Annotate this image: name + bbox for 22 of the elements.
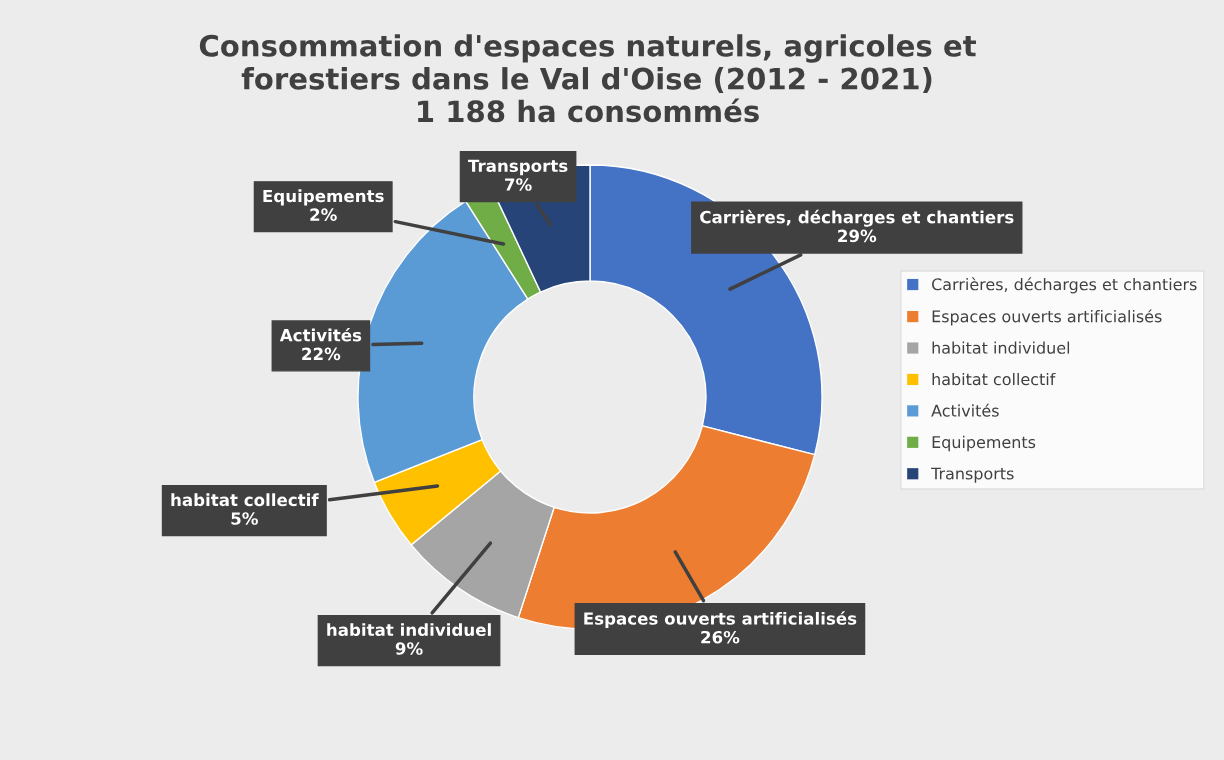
slice-label: Equipements xyxy=(263,189,384,206)
slice-label: habitat collectif xyxy=(171,493,319,507)
legend-label: Espaces ouverts artificialisés xyxy=(932,309,1162,326)
slice-label: Carrières, décharges et chantiers xyxy=(700,209,1014,227)
legend-label: habitat collectif xyxy=(932,372,1056,386)
data-label: 9% xyxy=(395,642,423,655)
slice-label: Transports xyxy=(468,159,568,176)
legend-label: Equipements xyxy=(932,435,1036,452)
slice-label: Espaces ouverts artificialisés xyxy=(584,611,857,629)
slice-label: habitat individuel xyxy=(327,623,491,637)
data-label: 5% xyxy=(231,512,258,525)
data-label: 29% xyxy=(838,229,877,243)
legend-label: Transports xyxy=(931,467,1014,483)
data-label: 26% xyxy=(701,630,740,644)
data-label: 2% xyxy=(310,208,337,221)
data-label: 22% xyxy=(302,347,341,361)
chart-title: Consommation d'espaces naturels, agricoles et forestiers dans le Val d'Oise (2012 - 2021) 1 188 ha consommés xyxy=(199,34,976,123)
legend-label: Carrières, décharges et chantiers xyxy=(932,277,1197,294)
legend-label: habitat individuel xyxy=(932,341,1070,354)
legend-label: Activités xyxy=(931,403,999,417)
slice-label: Activités xyxy=(279,327,362,342)
data-label: 7% xyxy=(505,178,532,191)
